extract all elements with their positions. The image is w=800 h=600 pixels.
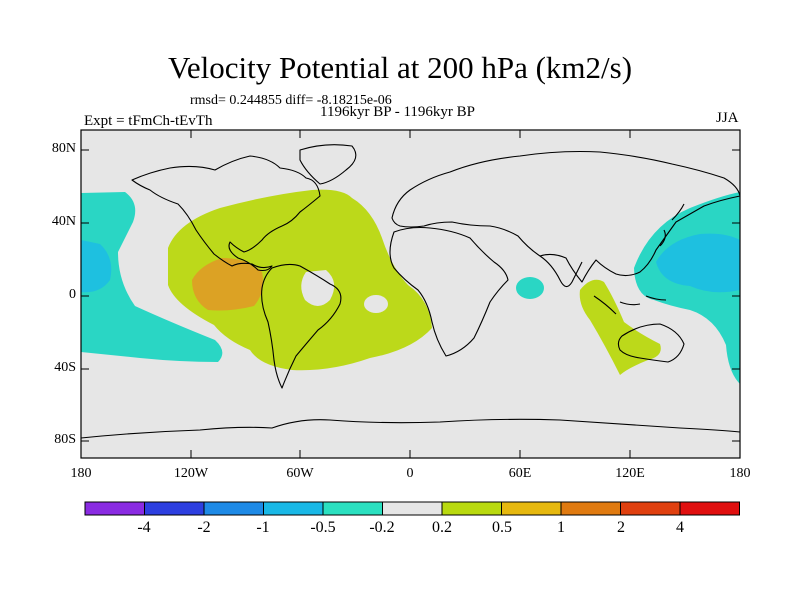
colorbar-label: 0.2: [432, 519, 452, 536]
negative-blob-indian-ocean: [516, 277, 544, 299]
rmsd-diff-stats: rmsd= 0.244855 diff= -8.18215e-06: [190, 93, 392, 108]
coastline-north-america: [131, 155, 321, 272]
lat-label-80s: 80S: [54, 432, 76, 447]
latitude-ticks: [81, 149, 740, 442]
positive-region-americas-atlantic: [168, 189, 432, 371]
colorbar-label: -0.5: [310, 519, 336, 536]
coastline-antarctica: [80, 418, 741, 439]
colorbar-swatch: [203, 501, 264, 516]
colorbar-swatch: [263, 501, 324, 516]
lon-label-180w: 180: [70, 466, 92, 481]
coastline-indonesia: [593, 295, 667, 315]
negative-core-east-pacific: [81, 240, 112, 293]
coastline-india: [539, 255, 583, 288]
coastline-japan: [659, 203, 685, 247]
map-title: Velocity Potential at 200 hPa (km2/s): [167, 50, 633, 85]
coastlines: [80, 144, 741, 439]
colorbar-swatch: [84, 501, 145, 516]
colorbar-label: -0.2: [369, 519, 395, 536]
longitude-ticks: [80, 130, 741, 458]
lat-label-40n: 40N: [51, 214, 76, 229]
colorbar-label: 1: [557, 519, 565, 536]
season-label: JJA: [716, 110, 739, 126]
colorbar-swatch: [620, 501, 681, 516]
colorbar-swatch: [322, 501, 383, 516]
coastline-australia: [617, 323, 685, 363]
positive-core-central-america: [192, 258, 263, 311]
lon-label-120e: 120E: [615, 466, 645, 481]
experiment-label: Expt = tFmCh-tEvTh: [84, 113, 213, 129]
lon-label-60w: 60W: [286, 466, 314, 481]
lon-label-120w: 120W: [173, 466, 209, 481]
colorbar-swatch: [144, 501, 205, 516]
contour-fields: [81, 189, 740, 384]
coastline-africa: [389, 226, 509, 357]
colorbar-swatch: [382, 501, 443, 516]
coastline-south-america: [261, 263, 342, 389]
coastline-eurasia: [391, 150, 741, 283]
colorbar-label: -2: [197, 519, 211, 536]
colorbar-label: -1: [256, 519, 270, 536]
colorbar-swatch: [679, 501, 740, 516]
negative-region-east-pacific: [81, 192, 223, 362]
negative-core-west-pacific: [656, 233, 740, 293]
colorbar-label: 4: [676, 519, 684, 536]
colorbar-label: -4: [137, 519, 151, 536]
lat-label-80n: 80N: [51, 141, 76, 156]
colorbar-swatch: [441, 501, 502, 516]
time-period: 1196kyr BP - 1196kyr BP: [320, 104, 476, 120]
colorbar-swatch: [560, 501, 621, 516]
neutral-hole-south-atlantic: [364, 295, 388, 313]
colorbar: [84, 501, 740, 516]
positive-region-maritime-continent: [579, 279, 661, 375]
colorbar-label: 2: [617, 519, 625, 536]
coastline-greenland: [299, 144, 357, 185]
lat-label-40s: 40S: [54, 360, 76, 375]
lat-label-0: 0: [69, 287, 76, 302]
colorbar-label: 0.5: [492, 519, 512, 536]
colorbar-swatch: [501, 501, 562, 516]
lon-label-180e: 180: [729, 466, 751, 481]
lon-label-0: 0: [406, 466, 414, 481]
neutral-hole-south-america: [301, 270, 335, 306]
lon-label-60e: 60E: [508, 466, 532, 481]
